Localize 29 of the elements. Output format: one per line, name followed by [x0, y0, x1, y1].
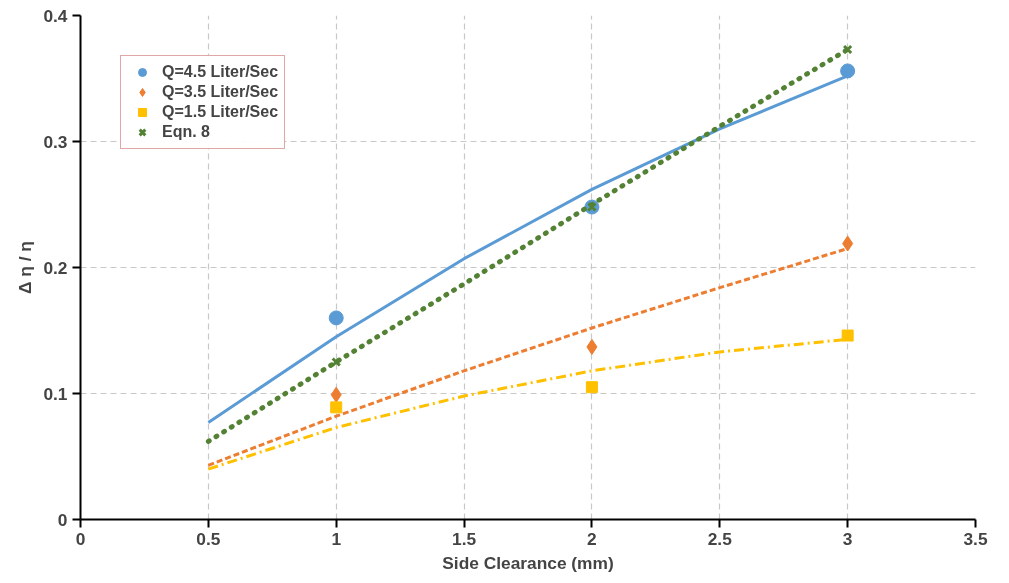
x-tick-label: 1.5: [452, 528, 477, 549]
point: [842, 235, 854, 252]
y-tick-label: 0: [57, 509, 68, 530]
y-tick-label: 0.1: [43, 383, 68, 404]
x-tick-label: 3.5: [963, 528, 988, 549]
x-axis-title: Side Clearance (mm): [442, 552, 614, 573]
point: [330, 401, 343, 414]
legend-label: Q=3.5 Liter/Sec: [162, 83, 279, 101]
y-tick-label: 0.2: [43, 257, 68, 278]
point: [586, 338, 598, 355]
point: [585, 381, 598, 394]
y-axis-title: Δ η / η: [15, 241, 36, 294]
x-tick-label: 2.5: [707, 528, 733, 549]
y-tick-label: 0.3: [43, 131, 68, 152]
point: [331, 356, 342, 368]
x-tick-label: 3: [842, 528, 853, 549]
x-tick-label: 1: [331, 528, 342, 549]
x-tick-label: 0: [75, 528, 86, 549]
legend-label: Q=1.5 Liter/Sec: [162, 103, 279, 121]
legend-label: Q=4.5 Liter/Sec: [162, 63, 279, 81]
y-tick-label: 0.4: [43, 5, 68, 26]
point: [330, 386, 342, 403]
x-tick-label: 2: [587, 528, 597, 549]
point: [840, 63, 856, 79]
point: [842, 44, 853, 55]
x-tick-label: 0.5: [196, 528, 221, 549]
point: [328, 310, 344, 326]
legend-label: Eqn. 8: [162, 123, 211, 141]
point: [841, 329, 854, 342]
